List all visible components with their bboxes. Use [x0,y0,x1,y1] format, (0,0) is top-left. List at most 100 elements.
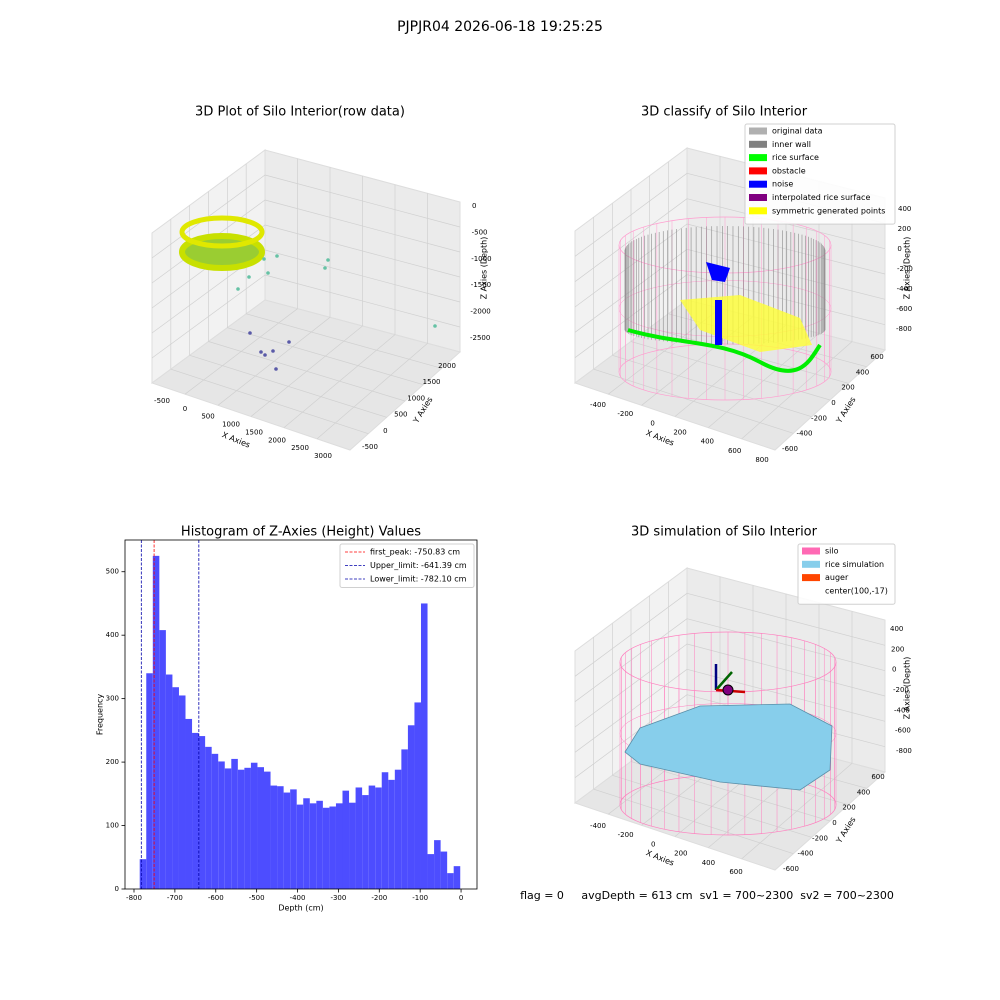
z-tick-label: -200 [893,686,909,694]
z-tick-label: 0 [897,245,901,253]
scatter-point [287,340,291,344]
histogram-bar [218,761,225,889]
y-tick-label: 400 [856,368,869,376]
histogram-bar [414,702,421,889]
x-tick-label: -200 [617,410,633,418]
x-tick-label: 400 [702,859,715,867]
y-tick-label: -400 [797,430,813,438]
histogram-bar [355,787,363,889]
y-tick-label: 400 [857,788,870,796]
scatter-point [275,254,279,258]
legend-label: noise [772,180,793,189]
y-tick-label: 200 [842,804,855,812]
histogram-bar [349,802,356,889]
auger-y [715,671,733,691]
histogram-bar [440,851,448,889]
legend-label: rice surface [772,153,819,162]
x-tick-label: -100 [412,894,428,902]
histogram-bar [290,789,297,889]
y-tick-label: 0 [831,399,835,407]
y-tick-label: 300 [106,695,119,703]
x-tick-label: 400 [701,438,714,446]
z-tick-label: 200 [898,225,911,233]
z-tick-label: -600 [895,727,911,735]
legend-box [797,543,896,605]
y-tick-label: 1500 [423,378,441,386]
pane-grid [264,174,461,228]
scatter-point [274,367,278,371]
x-tick-label: -500 [154,397,170,405]
y-tick-label: 2000 [438,362,456,370]
histogram-bar [139,859,147,889]
z-axis-label: Z Axies (Depth) [903,657,912,720]
z-axis-label: Z Axies (Depth) [903,237,912,300]
legend-label: silo [825,547,839,556]
z-tick-label: 0 [892,666,896,674]
legend-label: auger [825,573,849,582]
histogram-bar [296,804,304,889]
legend-label: original data [772,127,823,136]
histogram-bar [329,806,336,889]
footer-text: flag = 0 avgDepth = 613 cm sv1 = 700~230… [520,889,894,902]
histogram-bar [394,769,402,889]
scatter-point [262,257,266,261]
scatter-point [236,287,240,291]
histogram-bar [264,771,271,889]
scatter-point [323,266,327,270]
legend-label: center(100,-17) [825,586,888,595]
y-tick-label: -200 [811,414,827,422]
y-tick-label: 0 [115,885,119,893]
figure-title: PJPJR04 2026-06-18 19:25:25 [397,19,603,35]
x-tick-label: -200 [618,831,634,839]
y-tick-label: 600 [870,353,883,361]
scatter-point [433,324,437,328]
scatter-point [266,271,270,275]
legend-label: interpolated rice surface [772,193,870,202]
legend-box [339,543,475,588]
histogram-bar [335,803,343,889]
y-tick-label: 200 [106,758,119,766]
y-tick-label: -500 [362,443,378,451]
histogram-bar [303,798,310,889]
rice-patch [680,295,812,352]
pane-grid [686,592,886,646]
histogram-bar [231,758,238,889]
histogram-bar [427,854,435,889]
x-tick-label: 1000 [222,421,240,429]
z-tick-label: -800 [896,747,912,755]
x-tick-label: -500 [249,894,265,902]
z-tick-label: -1000 [471,255,491,263]
pane-grid [574,173,688,257]
rice-curve [627,328,822,373]
x-tick-label: -200 [371,894,387,902]
x-tick-label: 0 [459,894,463,902]
x-tick-label: -400 [590,401,606,409]
scatter-point [271,349,275,353]
y-tick-label: 100 [106,822,119,830]
histogram-bar [342,790,350,889]
histogram-bar [198,736,206,889]
z-tick-label: 200 [891,645,904,653]
histogram-bar [192,732,199,889]
x-axis-label: Depth (cm) [278,904,323,913]
x-tick-label: -400 [590,822,606,830]
histogram-bar [172,687,179,889]
pane-grid [246,313,442,369]
z-tick-label: -200 [897,265,913,273]
z-tick-label: -800 [896,325,912,333]
legend-swatch [749,140,767,148]
noise-cluster [706,262,730,345]
point-cloud [179,215,265,249]
legend-swatch [802,560,820,568]
x-tick-label: -300 [330,894,346,902]
chart-title: Histogram of Z-Axies (Height) Values [181,525,421,540]
z-tick-label: -2500 [470,334,490,342]
y-tick-label: 0 [383,427,387,435]
y-tick-label: -600 [782,445,798,453]
x-tick-label: 0 [650,419,654,427]
histogram-bar [250,762,258,889]
histogram-bar [205,746,212,889]
x-tick-label: -800 [126,894,142,902]
histogram-bar [185,718,193,889]
histogram-bar [375,787,382,889]
